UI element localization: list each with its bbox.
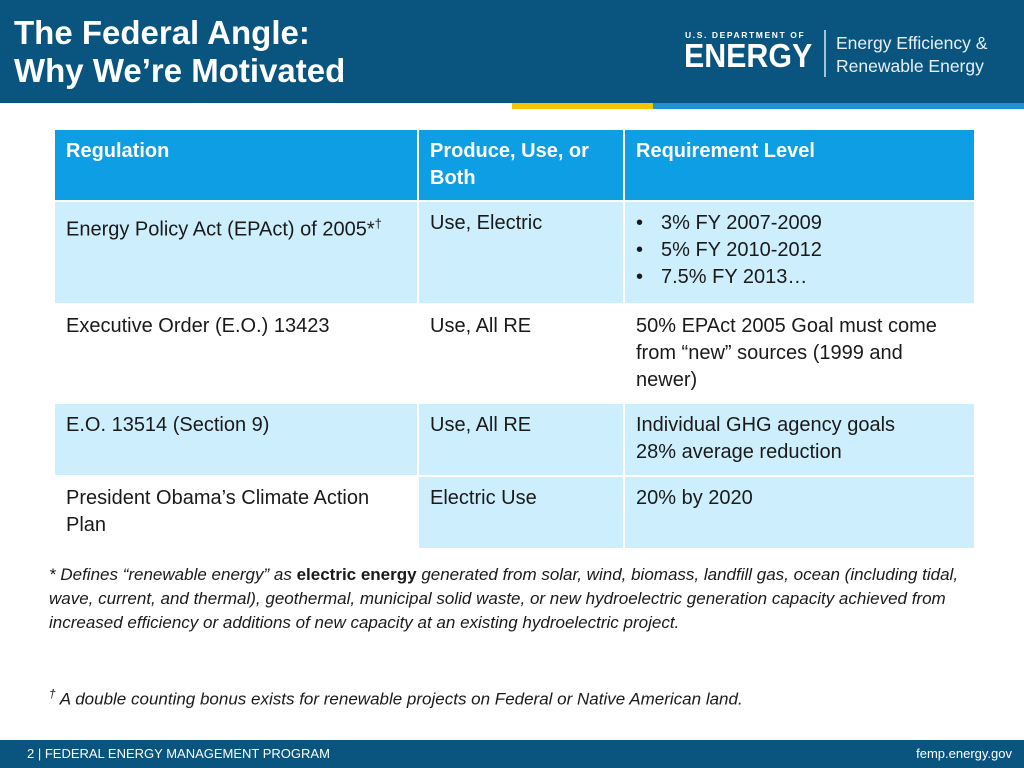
- footnote-renewable-definition: * Defines “renewable energy” as electric…: [49, 563, 979, 635]
- regulation-text: Energy Policy Act (EPAct) of 2005*: [66, 218, 375, 241]
- cell-regulation: Energy Policy Act (EPAct) of 2005*†: [53, 200, 419, 305]
- cell-regulation: Executive Order (E.O.) 13423: [53, 303, 419, 404]
- cell-use: Use, Electric: [417, 200, 625, 305]
- requirement-bullet: 3% FY 2007-2009: [636, 210, 963, 237]
- title-line-1: The Federal Angle:: [14, 14, 310, 51]
- logo-dept-line: U.S. DEPARTMENT OF: [685, 30, 806, 40]
- logo-office-line-2: Renewable Energy: [836, 56, 984, 76]
- requirement-line: Individual GHG agency goals: [636, 414, 896, 436]
- column-header-regulation: Regulation: [53, 128, 419, 202]
- table-row: E.O. 13514 (Section 9) Use, All RE Indiv…: [53, 402, 976, 477]
- column-header-use: Produce, Use, or Both: [417, 128, 625, 202]
- dagger-mark: †: [49, 687, 56, 701]
- slide-header: The Federal Angle: Why We’re Motivated U…: [0, 0, 1024, 103]
- table-row: Energy Policy Act (EPAct) of 2005*† Use,…: [53, 200, 976, 305]
- footer-website: femp.energy.gov: [916, 746, 1012, 761]
- cell-requirement: 3% FY 2007-2009 5% FY 2010-2012 7.5% FY …: [623, 200, 976, 305]
- footnote-prefix: * Defines “renewable energy” as: [49, 565, 297, 584]
- logo-dept-name: ENERGY: [684, 37, 813, 74]
- footer-program-name: 2 | FEDERAL ENERGY MANAGEMENT PROGRAM: [27, 746, 330, 761]
- cell-requirement: Individual GHG agency goals 28% average …: [623, 402, 976, 477]
- slide-footer: 2 | FEDERAL ENERGY MANAGEMENT PROGRAM fe…: [0, 740, 1024, 768]
- cell-use: Use, All RE: [417, 402, 625, 477]
- footnote-dagger-text: A double counting bonus exists for renew…: [55, 689, 743, 709]
- logo-office-name: Energy Efficiency & Renewable Energy: [836, 32, 987, 78]
- cell-use: Use, All RE: [417, 303, 625, 404]
- requirement-bullet: 5% FY 2010-2012: [636, 237, 963, 264]
- cell-regulation: President Obama’s Climate Action Plan: [53, 475, 419, 550]
- column-header-requirement: Requirement Level: [623, 128, 976, 202]
- cell-requirement: 20% by 2020: [623, 475, 976, 550]
- table-header-row: Regulation Produce, Use, or Both Require…: [53, 128, 976, 202]
- table-row: Executive Order (E.O.) 13423 Use, All RE…: [53, 303, 976, 404]
- logo-office-line-1: Energy Efficiency &: [836, 33, 988, 53]
- table-row: President Obama’s Climate Action Plan El…: [53, 475, 976, 550]
- footnote-bold-term: electric energy: [296, 565, 417, 584]
- accent-bar-blue: [653, 103, 1024, 109]
- footnote-double-counting: † A double counting bonus exists for ren…: [49, 682, 979, 712]
- requirement-line: 28% average reduction: [636, 441, 842, 463]
- accent-bar-yellow: [512, 103, 653, 109]
- cell-requirement: 50% EPAct 2005 Goal must come from “new”…: [623, 303, 976, 404]
- cell-regulation: E.O. 13514 (Section 9): [53, 402, 419, 477]
- requirement-bullet: 7.5% FY 2013…: [636, 264, 963, 291]
- cell-use: Electric Use: [417, 475, 625, 550]
- logo-divider: [824, 30, 826, 77]
- title-line-2: Why We’re Motivated: [14, 52, 346, 89]
- dagger-superscript: †: [374, 216, 382, 231]
- regulations-table: Regulation Produce, Use, or Both Require…: [53, 128, 976, 550]
- footnote-body: generated from solar, wind, biomass, lan…: [49, 565, 959, 632]
- slide-title: The Federal Angle: Why We’re Motivated: [14, 14, 345, 90]
